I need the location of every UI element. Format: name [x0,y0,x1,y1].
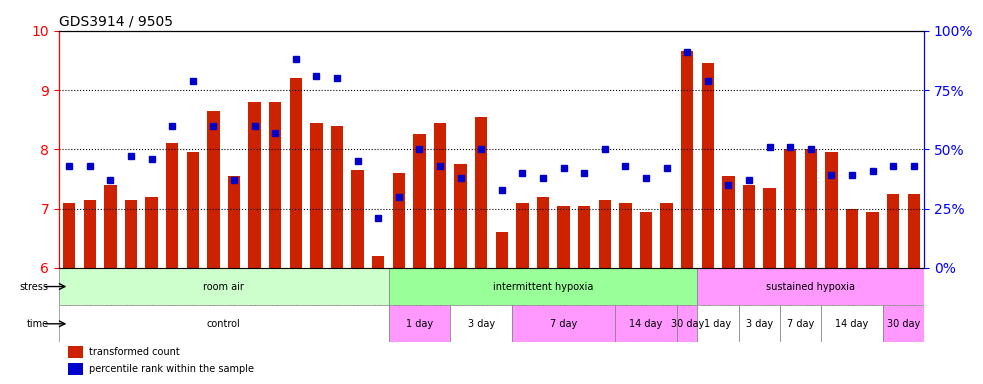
Bar [825,152,838,268]
Text: 30 day: 30 day [887,319,920,329]
Text: intermittent hypoxia: intermittent hypoxia [492,281,593,291]
Bar [207,111,219,268]
Bar [702,63,714,268]
Text: percentile rank within the sample: percentile rank within the sample [89,364,255,374]
Bar [743,185,755,268]
Bar [372,256,384,268]
Text: control: control [206,319,241,329]
Bar [187,152,199,268]
Bar [104,185,117,268]
Text: 1 day: 1 day [705,319,731,329]
Text: time: time [27,319,49,329]
Bar [887,194,899,268]
Bar [475,117,488,268]
Bar [388,268,698,305]
Bar [63,203,76,268]
Bar [557,206,570,268]
Bar [780,305,821,343]
Text: room air: room air [203,281,244,291]
Bar [866,212,879,268]
Bar [615,305,677,343]
Text: stress: stress [20,281,49,291]
Bar [764,188,776,268]
Bar [352,170,364,268]
Text: 1 day: 1 day [406,319,433,329]
Bar [125,200,138,268]
Bar [166,143,179,268]
Bar [883,305,924,343]
Bar [59,268,388,305]
Text: transformed count: transformed count [89,347,180,357]
Text: GDS3914 / 9505: GDS3914 / 9505 [59,14,173,28]
Bar [537,197,549,268]
Text: 30 day: 30 day [670,319,704,329]
Bar [388,305,450,343]
Bar [84,200,96,268]
Bar [434,122,446,268]
Bar [290,78,302,268]
Bar [269,102,281,268]
Bar [512,305,615,343]
Text: sustained hypoxia: sustained hypoxia [766,281,855,291]
Bar [578,206,591,268]
Bar [698,305,738,343]
Bar [413,134,426,268]
Bar [145,197,158,268]
Bar [619,203,631,268]
Bar [738,305,780,343]
Bar [68,346,84,358]
Bar [907,194,920,268]
Bar [228,176,240,268]
Bar [681,51,693,268]
Bar [331,126,343,268]
Text: 3 day: 3 day [468,319,494,329]
Bar [723,176,734,268]
Bar [784,149,796,268]
Bar [59,305,388,343]
Bar [450,305,512,343]
Bar [677,305,698,343]
Bar [454,164,467,268]
Text: 3 day: 3 day [746,319,773,329]
Bar [599,200,611,268]
Bar [821,305,883,343]
Bar [661,203,672,268]
Bar [392,173,405,268]
Bar [311,122,322,268]
Bar [698,268,924,305]
Bar [804,149,817,268]
Text: 7 day: 7 day [786,319,814,329]
Bar [516,203,529,268]
Text: 14 day: 14 day [629,319,663,329]
Text: 14 day: 14 day [836,319,869,329]
Bar [640,212,652,268]
Text: 7 day: 7 day [549,319,577,329]
Bar [845,209,858,268]
Bar [495,232,508,268]
Bar [249,102,260,268]
Bar [68,363,84,375]
